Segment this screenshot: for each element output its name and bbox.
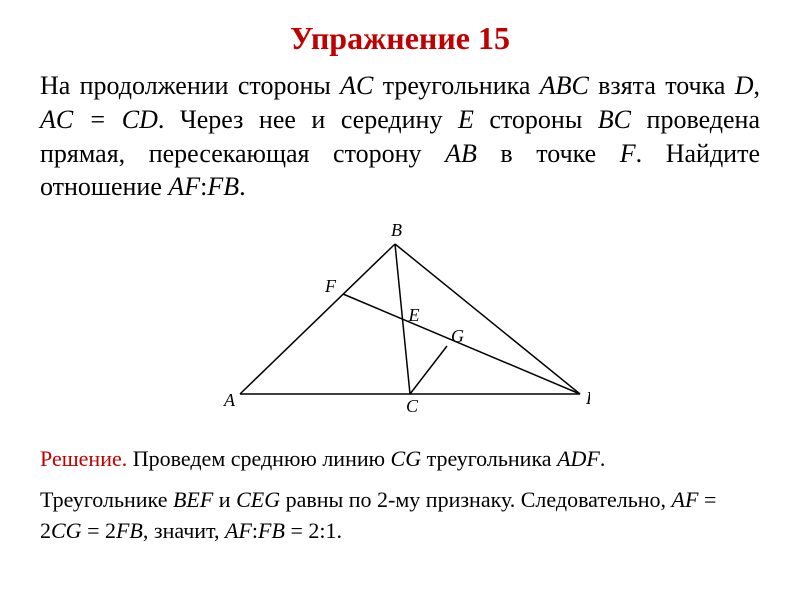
svg-text:E: E <box>408 305 420 325</box>
solution-line-2: Треугольнике BEF и CEG равны по 2-му при… <box>40 485 760 547</box>
geometry-diagram: A B C D E F G <box>210 224 590 424</box>
solution-label: Решение. <box>40 446 127 471</box>
svg-text:B: B <box>391 224 402 240</box>
svg-text:C: C <box>406 396 419 416</box>
svg-text:F: F <box>324 276 337 296</box>
solution-line-1: Решение. Проведем среднюю линию CG треуг… <box>40 444 760 475</box>
problem-statement: На продолжении стороны AC треугольника A… <box>40 69 760 204</box>
svg-text:G: G <box>451 326 464 346</box>
svg-text:D: D <box>585 388 590 408</box>
solution-text-1: Проведем среднюю линию CG треугольника A… <box>127 446 605 471</box>
exercise-title: Упражнение 15 <box>40 20 760 57</box>
svg-text:A: A <box>223 390 236 410</box>
diagram-container: A B C D E F G <box>40 224 760 424</box>
